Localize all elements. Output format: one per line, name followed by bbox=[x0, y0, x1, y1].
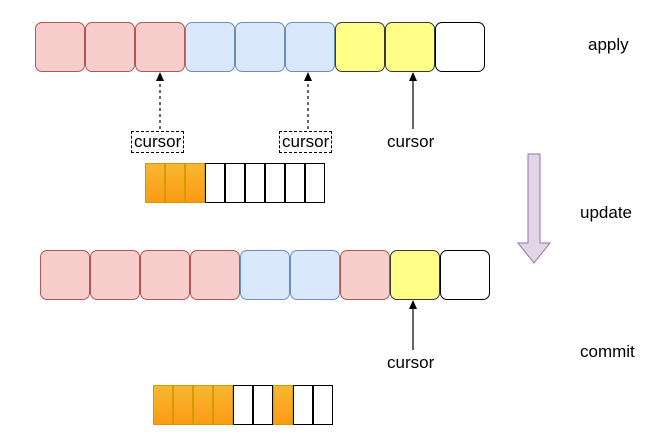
top-slot-1 bbox=[35, 22, 85, 72]
bottom-slot-4 bbox=[190, 250, 240, 300]
bottom-slot-9 bbox=[440, 250, 490, 300]
stage-label-apply: apply bbox=[588, 35, 629, 54]
stage-down-arrow bbox=[516, 153, 552, 264]
bottom-slot-2 bbox=[90, 250, 140, 300]
top-slot-2 bbox=[85, 22, 135, 72]
bitmap-bottom-bit-6 bbox=[253, 385, 273, 425]
bitmap-bottom-bit-7 bbox=[273, 385, 293, 425]
bitmap-top-bit-9 bbox=[305, 163, 325, 203]
bitmap-bottom-bit-3 bbox=[193, 385, 213, 425]
bitmap-top-bit-2 bbox=[165, 163, 185, 203]
bottom-slot-1 bbox=[40, 250, 90, 300]
top-slot-6 bbox=[285, 22, 335, 72]
bitmap-bottom-bit-4 bbox=[213, 385, 233, 425]
top-slot-4 bbox=[185, 22, 235, 72]
stage-label-update: update bbox=[580, 203, 632, 222]
bitmap-bottom-bit-5 bbox=[233, 385, 253, 425]
top-slot-8 bbox=[385, 22, 435, 72]
bitmap-top-bit-6 bbox=[245, 163, 265, 203]
top-slot-7 bbox=[335, 22, 385, 72]
cursor-label-dashed-2: cursor bbox=[279, 131, 333, 153]
cursor-label-dashed-1: cursor bbox=[131, 131, 185, 153]
bitmap-bottom-bit-2 bbox=[173, 385, 193, 425]
top-slot-3 bbox=[135, 22, 185, 72]
bitmap-bottom-bit-8 bbox=[293, 385, 313, 425]
bottom-slot-3 bbox=[140, 250, 190, 300]
stage-label-commit: commit bbox=[580, 342, 635, 361]
bottom-slot-5 bbox=[240, 250, 290, 300]
bitmap-bottom-bit-9 bbox=[313, 385, 333, 425]
cursor-label-bottom: cursor bbox=[387, 353, 435, 372]
top-slot-5 bbox=[235, 22, 285, 72]
bitmap-top-bit-8 bbox=[285, 163, 305, 203]
bottom-slot-7 bbox=[340, 250, 390, 300]
bitmap-top-bit-7 bbox=[265, 163, 285, 203]
top-slot-9 bbox=[435, 22, 485, 72]
bottom-slot-8 bbox=[390, 250, 440, 300]
bitmap-top-bit-4 bbox=[205, 163, 225, 203]
bitmap-bottom-bit-1 bbox=[153, 385, 173, 425]
bottom-slot-6 bbox=[290, 250, 340, 300]
bitmap-top-bit-3 bbox=[185, 163, 205, 203]
cursor-label-top: cursor bbox=[387, 132, 435, 151]
bitmap-top-bit-5 bbox=[225, 163, 245, 203]
bitmap-top-bit-1 bbox=[145, 163, 165, 203]
